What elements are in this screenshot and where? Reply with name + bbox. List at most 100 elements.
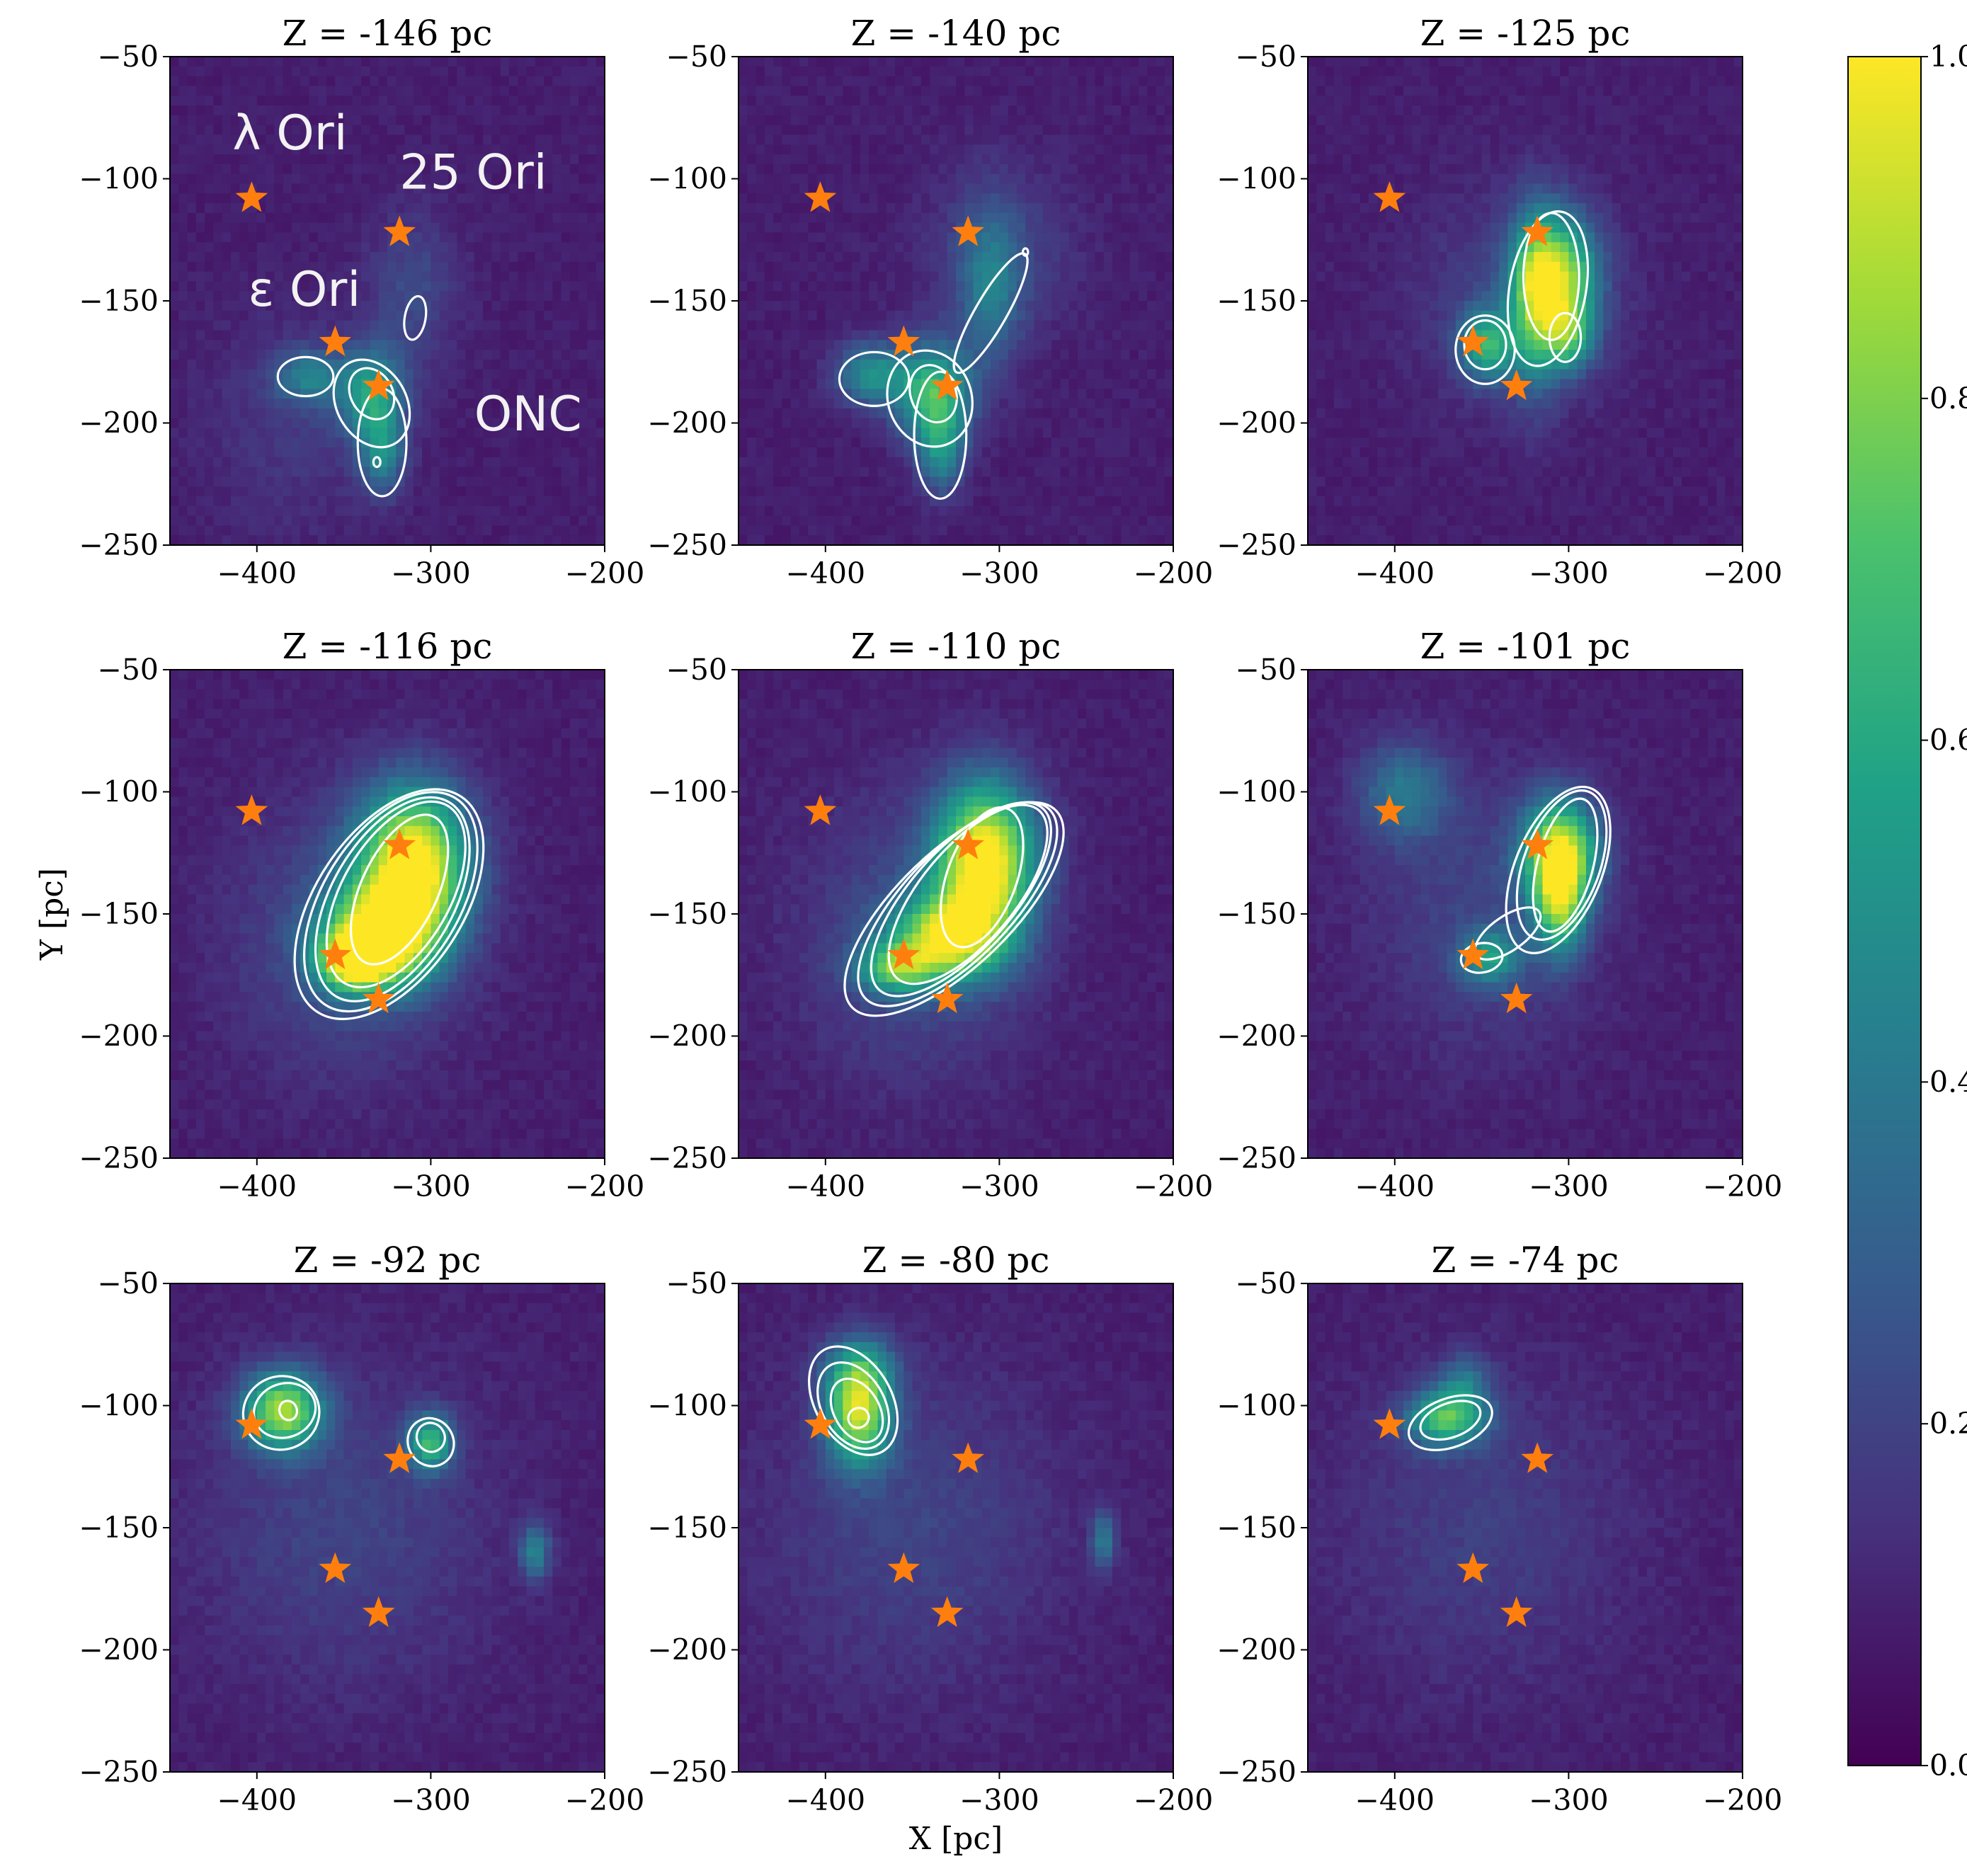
heatmap-cell — [526, 291, 536, 302]
heatmap-cell — [1138, 193, 1148, 204]
heatmap-cell — [595, 232, 605, 243]
heatmap-cell — [326, 203, 336, 214]
heatmap-cell — [552, 408, 562, 419]
heatmap-cell — [764, 457, 774, 468]
heatmap-cell — [825, 330, 835, 341]
heatmap-cell — [474, 408, 484, 419]
heatmap-cell — [869, 154, 879, 165]
heatmap-cell — [799, 96, 809, 106]
heatmap-cell — [1103, 340, 1113, 350]
heatmap-cell — [266, 115, 275, 126]
heatmap-cell — [869, 252, 879, 263]
heatmap-cell — [816, 252, 826, 263]
heatmap-cell — [764, 271, 774, 282]
heatmap-cell — [404, 320, 414, 331]
heatmap-cell — [860, 340, 870, 350]
heatmap-cell — [187, 105, 197, 116]
heatmap-cell — [877, 525, 887, 536]
heatmap-cell — [178, 418, 188, 428]
heatmap-cell — [370, 154, 380, 165]
heatmap-cell — [886, 476, 896, 487]
heatmap-cell — [508, 135, 518, 145]
heatmap-cell — [561, 428, 571, 438]
heatmap-cell — [230, 193, 240, 204]
heatmap-cell — [422, 496, 431, 507]
heatmap-cell — [1156, 320, 1165, 331]
heatmap-cell — [561, 212, 571, 224]
heatmap-cell — [569, 183, 579, 194]
heatmap-cell — [587, 164, 597, 175]
heatmap-cell — [1077, 222, 1087, 233]
heatmap-cell — [1077, 242, 1087, 253]
heatmap-cell — [309, 164, 319, 175]
heatmap-cell — [1156, 212, 1165, 224]
heatmap-cell — [790, 271, 800, 282]
star-label: λ Ori — [232, 105, 347, 161]
heatmap-cell — [1147, 144, 1157, 155]
heatmap-cell — [291, 379, 301, 389]
heatmap-cell — [378, 399, 388, 409]
heatmap-cell — [387, 330, 397, 341]
heatmap-cell — [999, 340, 1009, 350]
heatmap-cell — [808, 310, 818, 321]
heatmap-cell — [834, 86, 843, 96]
heatmap-cell — [205, 486, 214, 497]
heatmap-cell — [205, 437, 214, 448]
heatmap-cell — [326, 96, 336, 106]
heatmap-cell — [291, 252, 301, 263]
heatmap-cell — [1156, 76, 1165, 86]
heatmap-cell — [1008, 271, 1017, 282]
heatmap-cell — [903, 105, 913, 116]
heatmap-cell — [1129, 291, 1139, 302]
heatmap-cell — [1060, 135, 1070, 145]
heatmap-cell — [1147, 525, 1157, 536]
heatmap-cell — [1008, 399, 1017, 409]
heatmap-cell — [230, 418, 240, 428]
heatmap-cell — [326, 261, 336, 273]
heatmap-cell — [981, 252, 991, 263]
heatmap-cell — [361, 340, 371, 350]
heatmap-cell — [1068, 418, 1078, 428]
heatmap-cell — [1016, 359, 1026, 370]
heatmap-cell — [595, 340, 605, 350]
heatmap-cell — [903, 193, 913, 204]
heatmap-cell — [500, 359, 510, 370]
heatmap-cell — [773, 379, 782, 389]
heatmap-cell — [526, 408, 536, 419]
heatmap-cell — [1034, 437, 1044, 448]
heatmap-cell — [938, 135, 948, 145]
heatmap-cell — [595, 271, 605, 282]
heatmap-cell — [1156, 505, 1165, 517]
heatmap-cell — [930, 271, 940, 282]
heatmap-cell — [764, 164, 774, 175]
heatmap-cell — [851, 96, 861, 106]
heatmap-cell — [825, 281, 835, 292]
heatmap-cell — [1121, 96, 1131, 106]
heatmap-cell — [291, 281, 301, 292]
heatmap-cell — [544, 418, 553, 428]
heatmap-cell — [222, 173, 232, 184]
heatmap-cell — [764, 467, 774, 477]
heatmap-cell — [361, 486, 371, 497]
heatmap-cell — [756, 447, 765, 458]
heatmap-cell — [1129, 242, 1139, 253]
heatmap-cell — [1147, 76, 1157, 86]
heatmap-cell — [343, 486, 353, 497]
heatmap-cell — [187, 66, 197, 77]
heatmap-cell — [782, 447, 792, 458]
heatmap-cell — [834, 389, 843, 399]
heatmap-cell — [491, 271, 501, 282]
heatmap-cell — [283, 271, 292, 282]
heatmap-cell — [361, 252, 371, 263]
heatmap-cell — [205, 281, 214, 292]
heatmap-cell — [587, 115, 597, 126]
heatmap-cell — [187, 86, 197, 96]
heatmap-cell — [999, 96, 1009, 106]
heatmap-cell — [326, 301, 336, 311]
heatmap-cell — [1156, 437, 1165, 448]
heatmap-cell — [370, 399, 380, 409]
heatmap-cell — [799, 261, 809, 273]
heatmap-cell — [500, 428, 510, 438]
heatmap-cell — [352, 281, 362, 292]
heatmap-cell — [195, 301, 205, 311]
